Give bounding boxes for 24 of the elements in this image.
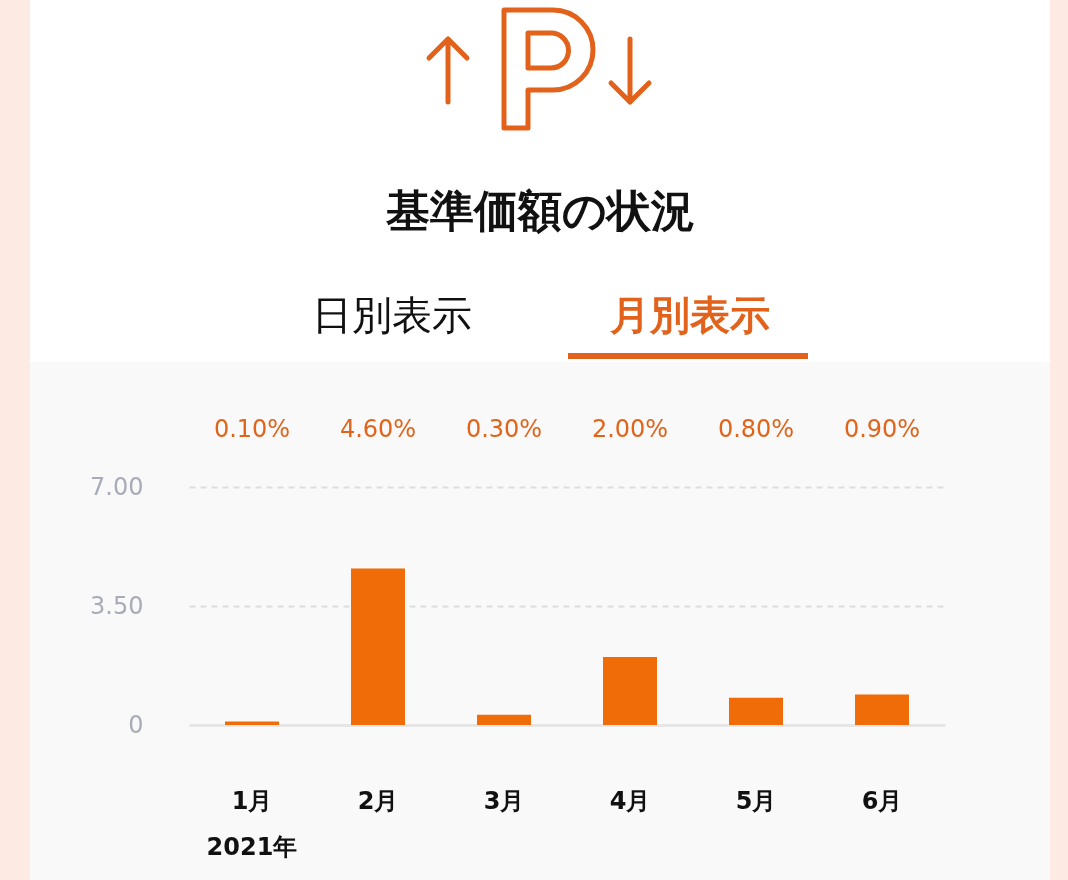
data-label: 4.60%	[339, 415, 417, 443]
x-tick-label: 5月	[735, 786, 777, 815]
data-label: 0.80%	[717, 415, 795, 443]
bar	[351, 568, 405, 725]
data-label: 0.90%	[843, 415, 921, 443]
data-label: 2.00%	[591, 415, 669, 443]
y-tick-label: 7.00	[90, 472, 144, 501]
x-tick-label: 6月	[861, 786, 903, 815]
bar	[729, 697, 783, 725]
text: 2021年	[206, 833, 298, 861]
data-label: 0.30%	[465, 415, 543, 443]
bar	[477, 714, 531, 725]
x-tick-label: 2月	[357, 786, 399, 815]
y-tick-label: 3.50	[90, 591, 144, 620]
y-tick-label: 0	[128, 710, 144, 739]
x-tick-label: 3月	[483, 786, 525, 815]
bar	[603, 657, 657, 725]
x-tick-label: 4月	[609, 786, 651, 815]
data-label: 0.10%	[213, 415, 291, 443]
text: 日別表示	[311, 291, 473, 340]
chart-title: 基準価額の状況	[384, 184, 696, 238]
bar	[855, 694, 909, 725]
text: 月別表示	[609, 291, 771, 340]
x-tick-label: 1月	[231, 786, 273, 815]
